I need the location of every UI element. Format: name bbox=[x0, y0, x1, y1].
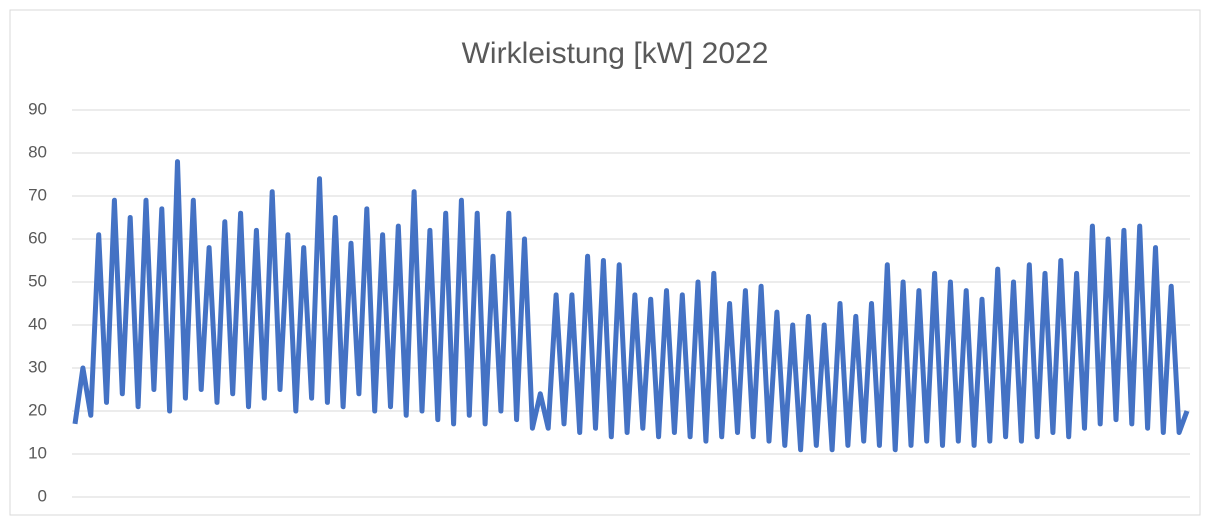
line-series bbox=[72, 159, 1190, 453]
y-tick-label: 50 bbox=[28, 271, 47, 290]
y-tick-label: 0 bbox=[38, 486, 47, 505]
y-tick-label: 60 bbox=[28, 228, 47, 247]
y-tick-label: 10 bbox=[28, 443, 47, 462]
y-tick-label: 20 bbox=[28, 400, 47, 419]
y-tick-label: 80 bbox=[28, 142, 47, 161]
y-tick-label: 90 bbox=[28, 99, 47, 118]
y-tick-label: 70 bbox=[28, 185, 47, 204]
y-tick-label: 40 bbox=[28, 314, 47, 333]
y-tick-label: 30 bbox=[28, 357, 47, 376]
chart-title: Wirkleistung [kW] 2022 bbox=[462, 37, 769, 70]
